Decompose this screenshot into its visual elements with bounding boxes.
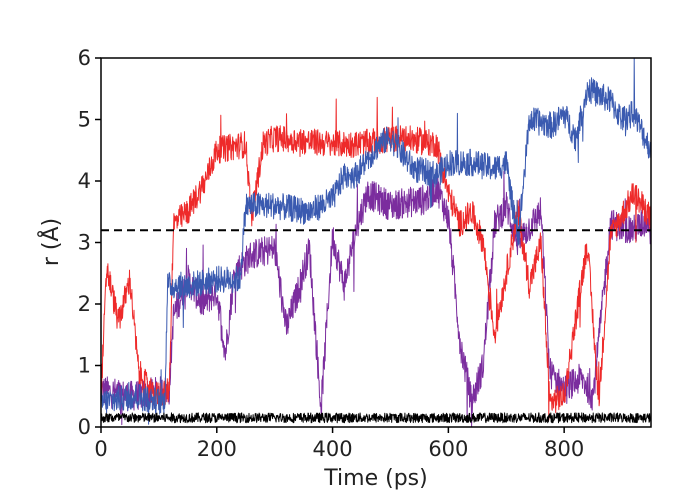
y-tick-label: 4 bbox=[78, 169, 91, 193]
x-tick-label: 200 bbox=[197, 437, 237, 461]
series-line-4 bbox=[100, 412, 652, 424]
y-tick-label: 2 bbox=[78, 292, 91, 316]
x-axis-label: Time (ps) bbox=[323, 466, 427, 491]
y-tick-label: 0 bbox=[78, 415, 91, 439]
x-tick-label: 400 bbox=[313, 437, 353, 461]
x-tick-label: 0 bbox=[94, 437, 107, 461]
x-tick-label: 600 bbox=[428, 437, 468, 461]
y-tick-label: 1 bbox=[78, 354, 91, 378]
series-layer bbox=[100, 57, 652, 428]
series-line-3 bbox=[100, 57, 652, 425]
y-tick-label: 6 bbox=[78, 46, 91, 70]
y-axis: 0 1 2 3 4 5 6 bbox=[78, 46, 101, 439]
y-tick-label: 5 bbox=[78, 108, 91, 132]
x-axis: 0 200 400 600 800 bbox=[94, 427, 584, 461]
x-tick-label: 800 bbox=[544, 437, 584, 461]
plot-area bbox=[100, 57, 652, 428]
y-tick-label: 3 bbox=[78, 231, 91, 255]
y-axis-label: r (Å) bbox=[37, 218, 64, 266]
